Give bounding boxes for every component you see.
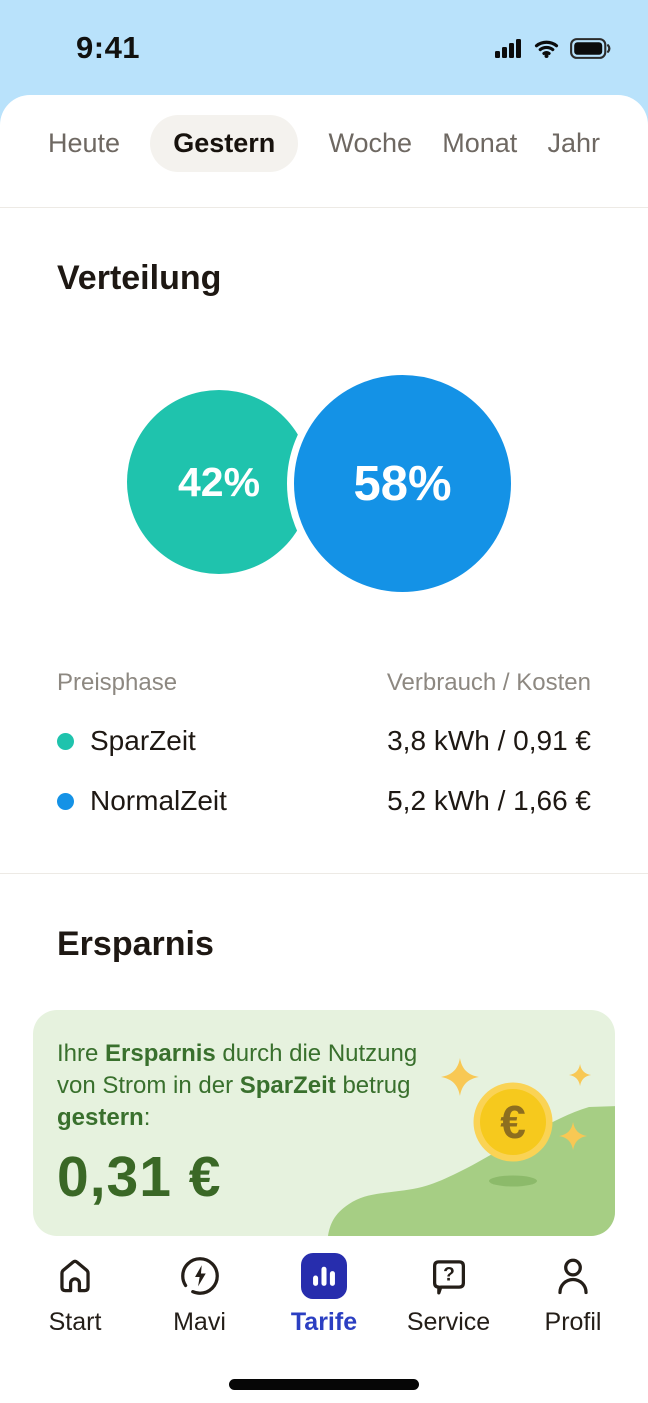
- bottom-navigation: Start Mavi: [0, 1250, 648, 1337]
- nav-label-start: Start: [48, 1308, 102, 1336]
- tab-monat[interactable]: Monat: [442, 127, 518, 158]
- message-text: Ihre: [57, 1040, 106, 1067]
- nav-label-mavi: Mavi: [173, 1308, 226, 1336]
- message-text: durch die Nutzung von Strom in der: [57, 1040, 418, 1099]
- tab-heute[interactable]: Heute: [48, 127, 121, 158]
- row-label: NormalZeit: [90, 785, 227, 816]
- euro-coin-icon: €: [500, 1096, 526, 1148]
- message-bold-gestern: gestern: [57, 1104, 144, 1131]
- bubble-sparzeit-value: 42%: [177, 458, 261, 505]
- home-indicator[interactable]: [229, 1379, 419, 1390]
- home-icon: [52, 1250, 98, 1302]
- sparkle-icon: [569, 1064, 592, 1087]
- coin-shadow: [489, 1175, 537, 1187]
- message-bold-ersparnis: Ersparnis: [105, 1040, 216, 1067]
- nav-item-tarife[interactable]: Tarife: [269, 1250, 379, 1337]
- tab-woche[interactable]: Woche: [328, 127, 413, 158]
- period-tabs: Heute Gestern Woche Monat Jahr: [0, 95, 648, 191]
- savings-message: Ihre Ersparnis durch die Nutzung von Str…: [33, 1010, 449, 1134]
- divider: [0, 873, 648, 874]
- nav-item-profil[interactable]: Profil: [518, 1250, 628, 1337]
- normalzeit-dot-icon: [57, 792, 74, 810]
- price-phase-table: Preisphase Verbrauch / Kosten SparZeit 3…: [0, 669, 648, 817]
- wifi-icon: [534, 40, 559, 58]
- svg-text:?: ?: [443, 1264, 455, 1285]
- table-row-normalzeit: NormalZeit 5,2 kWh / 1,66 €: [57, 785, 591, 817]
- bubble-sparzeit: 42%: [127, 390, 311, 574]
- table-row-sparzeit: SparZeit 3,8 kWh / 0,91 €: [57, 725, 591, 757]
- signal-icon: [495, 39, 521, 58]
- bubble-normalzeit-value: 58%: [353, 456, 452, 511]
- tab-gestern[interactable]: Gestern: [150, 114, 299, 172]
- sparzeit-dot-icon: [57, 732, 74, 750]
- nav-label-tarife: Tarife: [290, 1308, 358, 1336]
- row-label: SparZeit: [90, 725, 196, 756]
- savings-illustration: €: [328, 1058, 615, 1236]
- distribution-title: Verteilung: [57, 259, 222, 297]
- bar-chart-icon: [301, 1250, 347, 1302]
- column-header-verbrauch-kosten: Verbrauch / Kosten: [386, 669, 591, 696]
- energy-icon: [177, 1250, 223, 1302]
- profile-icon: [550, 1250, 596, 1302]
- bubble-chart: 42% 58%: [0, 368, 648, 616]
- status-icons: [495, 37, 612, 59]
- battery-icon: [570, 37, 611, 59]
- nav-item-mavi[interactable]: Mavi: [145, 1250, 255, 1337]
- bubble-normalzeit: 58%: [287, 368, 518, 599]
- savings-card: € Ihre Ersparnis durch die Nutzung von S…: [33, 1010, 615, 1236]
- message-text: betrug: [335, 1072, 411, 1099]
- savings-title: Ersparnis: [57, 925, 214, 963]
- divider: [0, 207, 648, 208]
- coin-face: [480, 1089, 546, 1155]
- message-text: :: [143, 1104, 151, 1131]
- nav-item-start[interactable]: Start: [20, 1250, 130, 1337]
- sparkle-icon: [559, 1122, 588, 1151]
- row-value: 5,2 kWh / 1,66 €: [387, 785, 591, 816]
- column-header-preisphase: Preisphase: [57, 669, 178, 696]
- status-time: 9:41: [76, 30, 141, 65]
- sparkle-icon: [441, 1058, 479, 1096]
- chat-question-icon: ?: [426, 1250, 472, 1302]
- content-sheet: Heute Gestern Woche Monat Jahr Verteilun…: [0, 95, 648, 1403]
- nav-label-service: Service: [406, 1308, 491, 1336]
- tab-jahr[interactable]: Jahr: [547, 127, 600, 158]
- savings-amount: 0,31 €: [57, 1145, 222, 1209]
- message-bold-sparzeit: SparZeit: [239, 1072, 336, 1099]
- row-value: 3,8 kWh / 0,91 €: [387, 725, 591, 756]
- nav-label-profil: Profil: [544, 1308, 602, 1336]
- nav-item-service[interactable]: ? Service: [394, 1250, 504, 1337]
